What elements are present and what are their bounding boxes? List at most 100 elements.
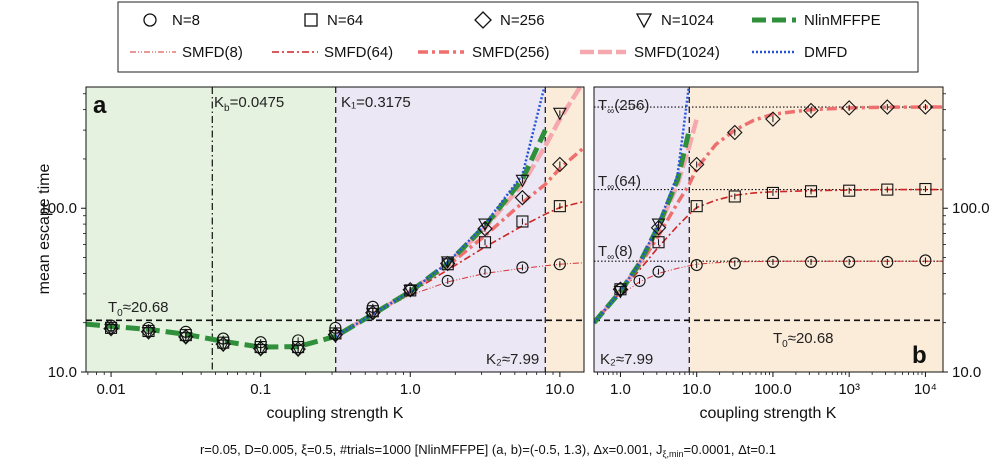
panel-a-region-2	[335, 87, 546, 372]
panel-b-ytick-label-1: 100.0	[952, 200, 990, 217]
panel-a-ytick-label-0: 10.0	[48, 364, 77, 381]
panel-a-region-3	[545, 87, 584, 372]
panel-a-point-n1024	[365, 307, 380, 321]
panel-b-point-n256	[727, 124, 743, 141]
panel-b-point-n8	[843, 255, 856, 268]
panel-b-point-n64	[843, 184, 856, 197]
t0-annotation-a: T0≈20.68	[108, 299, 169, 319]
panel-a-point-n8	[478, 265, 492, 278]
panel-a-point-n256	[439, 255, 456, 272]
panel-b-xtick-label-1: 10.0	[682, 381, 711, 398]
legend-marker-n64	[304, 13, 318, 27]
panel-b-point-n8	[919, 254, 932, 267]
legend-marker-n1024	[635, 13, 653, 29]
panel-a-point-n1024	[403, 284, 418, 298]
panel-a-point-n1024	[515, 174, 530, 188]
panel-b-xtick-label-4: 10⁴	[914, 381, 937, 398]
legend-label-n64: N=64	[327, 12, 363, 29]
k2-annotation-b: K₂≈7.99	[600, 351, 653, 368]
panel-b-curve-smfd8	[594, 260, 943, 324]
panel-a-point-n1024	[478, 218, 492, 232]
panel-b-point-n256	[688, 156, 705, 173]
panel-b-point-n64	[690, 200, 703, 213]
legend-label-nlinmffpe: NlinMFFPE	[804, 12, 881, 29]
panel-b-letter: b	[912, 342, 927, 369]
panel-a-xtick-label-3: 10.0	[545, 381, 574, 398]
legend-label-n1024: N=1024	[661, 12, 714, 29]
panel-a-region-1	[212, 87, 336, 372]
y-axis-label: mean escape time	[36, 164, 53, 295]
panel-a-point-n1024	[178, 332, 193, 345]
tinf-256-annotation: T∞(256)	[598, 97, 649, 117]
panel-a-point-n1024	[328, 329, 343, 343]
legend-label-smfd64: SMFD(64)	[324, 44, 393, 61]
panel-a-point-n1024	[440, 256, 455, 270]
legend-label-smfd256: SMFD(256)	[472, 44, 550, 61]
panel-b-point-n64	[804, 185, 818, 198]
panel-a-point-n64	[553, 200, 566, 213]
panel-b-point-n64	[919, 182, 932, 196]
panel-b-point-n8	[652, 265, 665, 278]
panel-b-point-n8	[804, 255, 818, 268]
legend-marker-n256	[474, 11, 492, 29]
panel-b-frame	[593, 86, 944, 373]
legend-label-n8: N=8	[172, 12, 200, 29]
panel-a-point-n256	[514, 189, 531, 206]
panel-a-point-n8	[553, 258, 566, 271]
panel-b-curve-dmfd	[594, 87, 691, 324]
panel-a-ytick-label-1: 100.0	[39, 200, 77, 217]
panel-a-xtick-label-1: 0.1	[250, 381, 271, 398]
panel-b-point-n256	[765, 111, 781, 127]
tinf-8-annotation: T∞(8)	[598, 243, 633, 263]
legend-label-dmfd: DMFD	[804, 44, 847, 61]
panel-b-point-n256	[879, 99, 896, 115]
panel-a-letter: a	[93, 92, 107, 119]
panel-b-point-n8	[766, 255, 779, 268]
panel-b-curve-smfd256	[594, 105, 943, 324]
panel-a-point-n256	[477, 220, 493, 237]
panel-a-point-n1024	[253, 344, 268, 357]
panel-b-point-n1024	[613, 285, 628, 299]
panel-b-ytick-label-0: 10.0	[952, 364, 981, 381]
panel-b-curve-smfd64	[594, 188, 943, 324]
legend-label-n256: N=256	[500, 12, 545, 29]
panel-a-point-n1024	[216, 339, 231, 353]
panel-b-point-n256	[650, 219, 667, 236]
panel-b-point-n64	[881, 183, 894, 196]
panel-a-xtick-label-0: 0.01	[96, 381, 125, 398]
panel-a-point-n256	[552, 156, 568, 173]
panel-b-point-n64	[652, 236, 665, 249]
panel-a-point-n1024	[141, 327, 156, 340]
legend: N=8 N=64 N=256 N=1024 NlinMFFPE SMFD(8) …	[117, 1, 919, 73]
x-axis-label-a: coupling strength K	[267, 405, 404, 422]
panel-b-point-n8	[881, 255, 894, 268]
panel-a-frame	[85, 86, 585, 373]
panel-a-point-n64	[478, 236, 492, 249]
panel-a: 0.01 0.1 1.0 10.0 10.0 100.0 a Kb=0.0475 K₁=0…	[36, 86, 585, 422]
panel-b-point-n8	[633, 274, 646, 287]
panel-a-point-n8	[441, 274, 454, 287]
panel-b: 1.0 10.0 100.0 10³ 10⁴ 10.0 100.0 b T∞(256) T∞…	[593, 86, 990, 422]
panel-b-point-n256	[917, 99, 934, 115]
panel-b-point-n64	[614, 283, 627, 296]
panel-b-xtick-label-3: 10³	[838, 381, 860, 398]
panel-b-point-n256	[841, 100, 857, 116]
panel-b-xtick-label-0: 1.0	[610, 381, 631, 398]
panel-a-point-n1024	[104, 323, 118, 337]
panel-b-point-n256	[803, 102, 819, 119]
t0-annotation-b: T0≈20.68	[773, 330, 834, 350]
tinf-64-annotation: T∞(64)	[598, 173, 641, 193]
kb-annotation: Kb=0.0475	[214, 94, 284, 114]
panel-a-xtick-label-2: 1.0	[400, 381, 421, 398]
panel-a-point-n1024	[552, 107, 567, 121]
legend-label-smfd8: SMFD(8)	[182, 44, 243, 61]
k2-annotation-a: K₂≈7.99	[486, 351, 539, 368]
legend-marker-n8	[143, 13, 157, 27]
panel-a-point-n1024	[291, 344, 306, 358]
panel-b-point-n8	[690, 258, 703, 272]
k1-annotation: K₁=0.3175	[341, 94, 411, 111]
x-axis-label-b: coupling strength K	[700, 405, 837, 422]
panel-b-point-n64	[766, 186, 779, 199]
panel-b-xtick-label-2: 100.0	[754, 381, 792, 398]
